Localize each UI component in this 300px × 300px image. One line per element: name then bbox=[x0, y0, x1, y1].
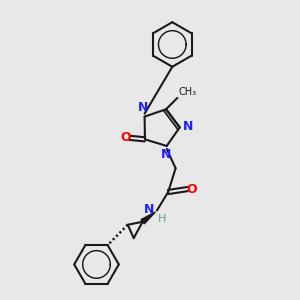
Text: H: H bbox=[158, 214, 166, 224]
Polygon shape bbox=[141, 212, 155, 224]
Text: N: N bbox=[143, 203, 154, 216]
Text: N: N bbox=[138, 101, 148, 114]
Text: N: N bbox=[183, 120, 193, 133]
Text: N: N bbox=[161, 148, 171, 161]
Text: O: O bbox=[187, 183, 197, 196]
Text: CH₃: CH₃ bbox=[178, 87, 197, 97]
Text: O: O bbox=[120, 131, 131, 144]
